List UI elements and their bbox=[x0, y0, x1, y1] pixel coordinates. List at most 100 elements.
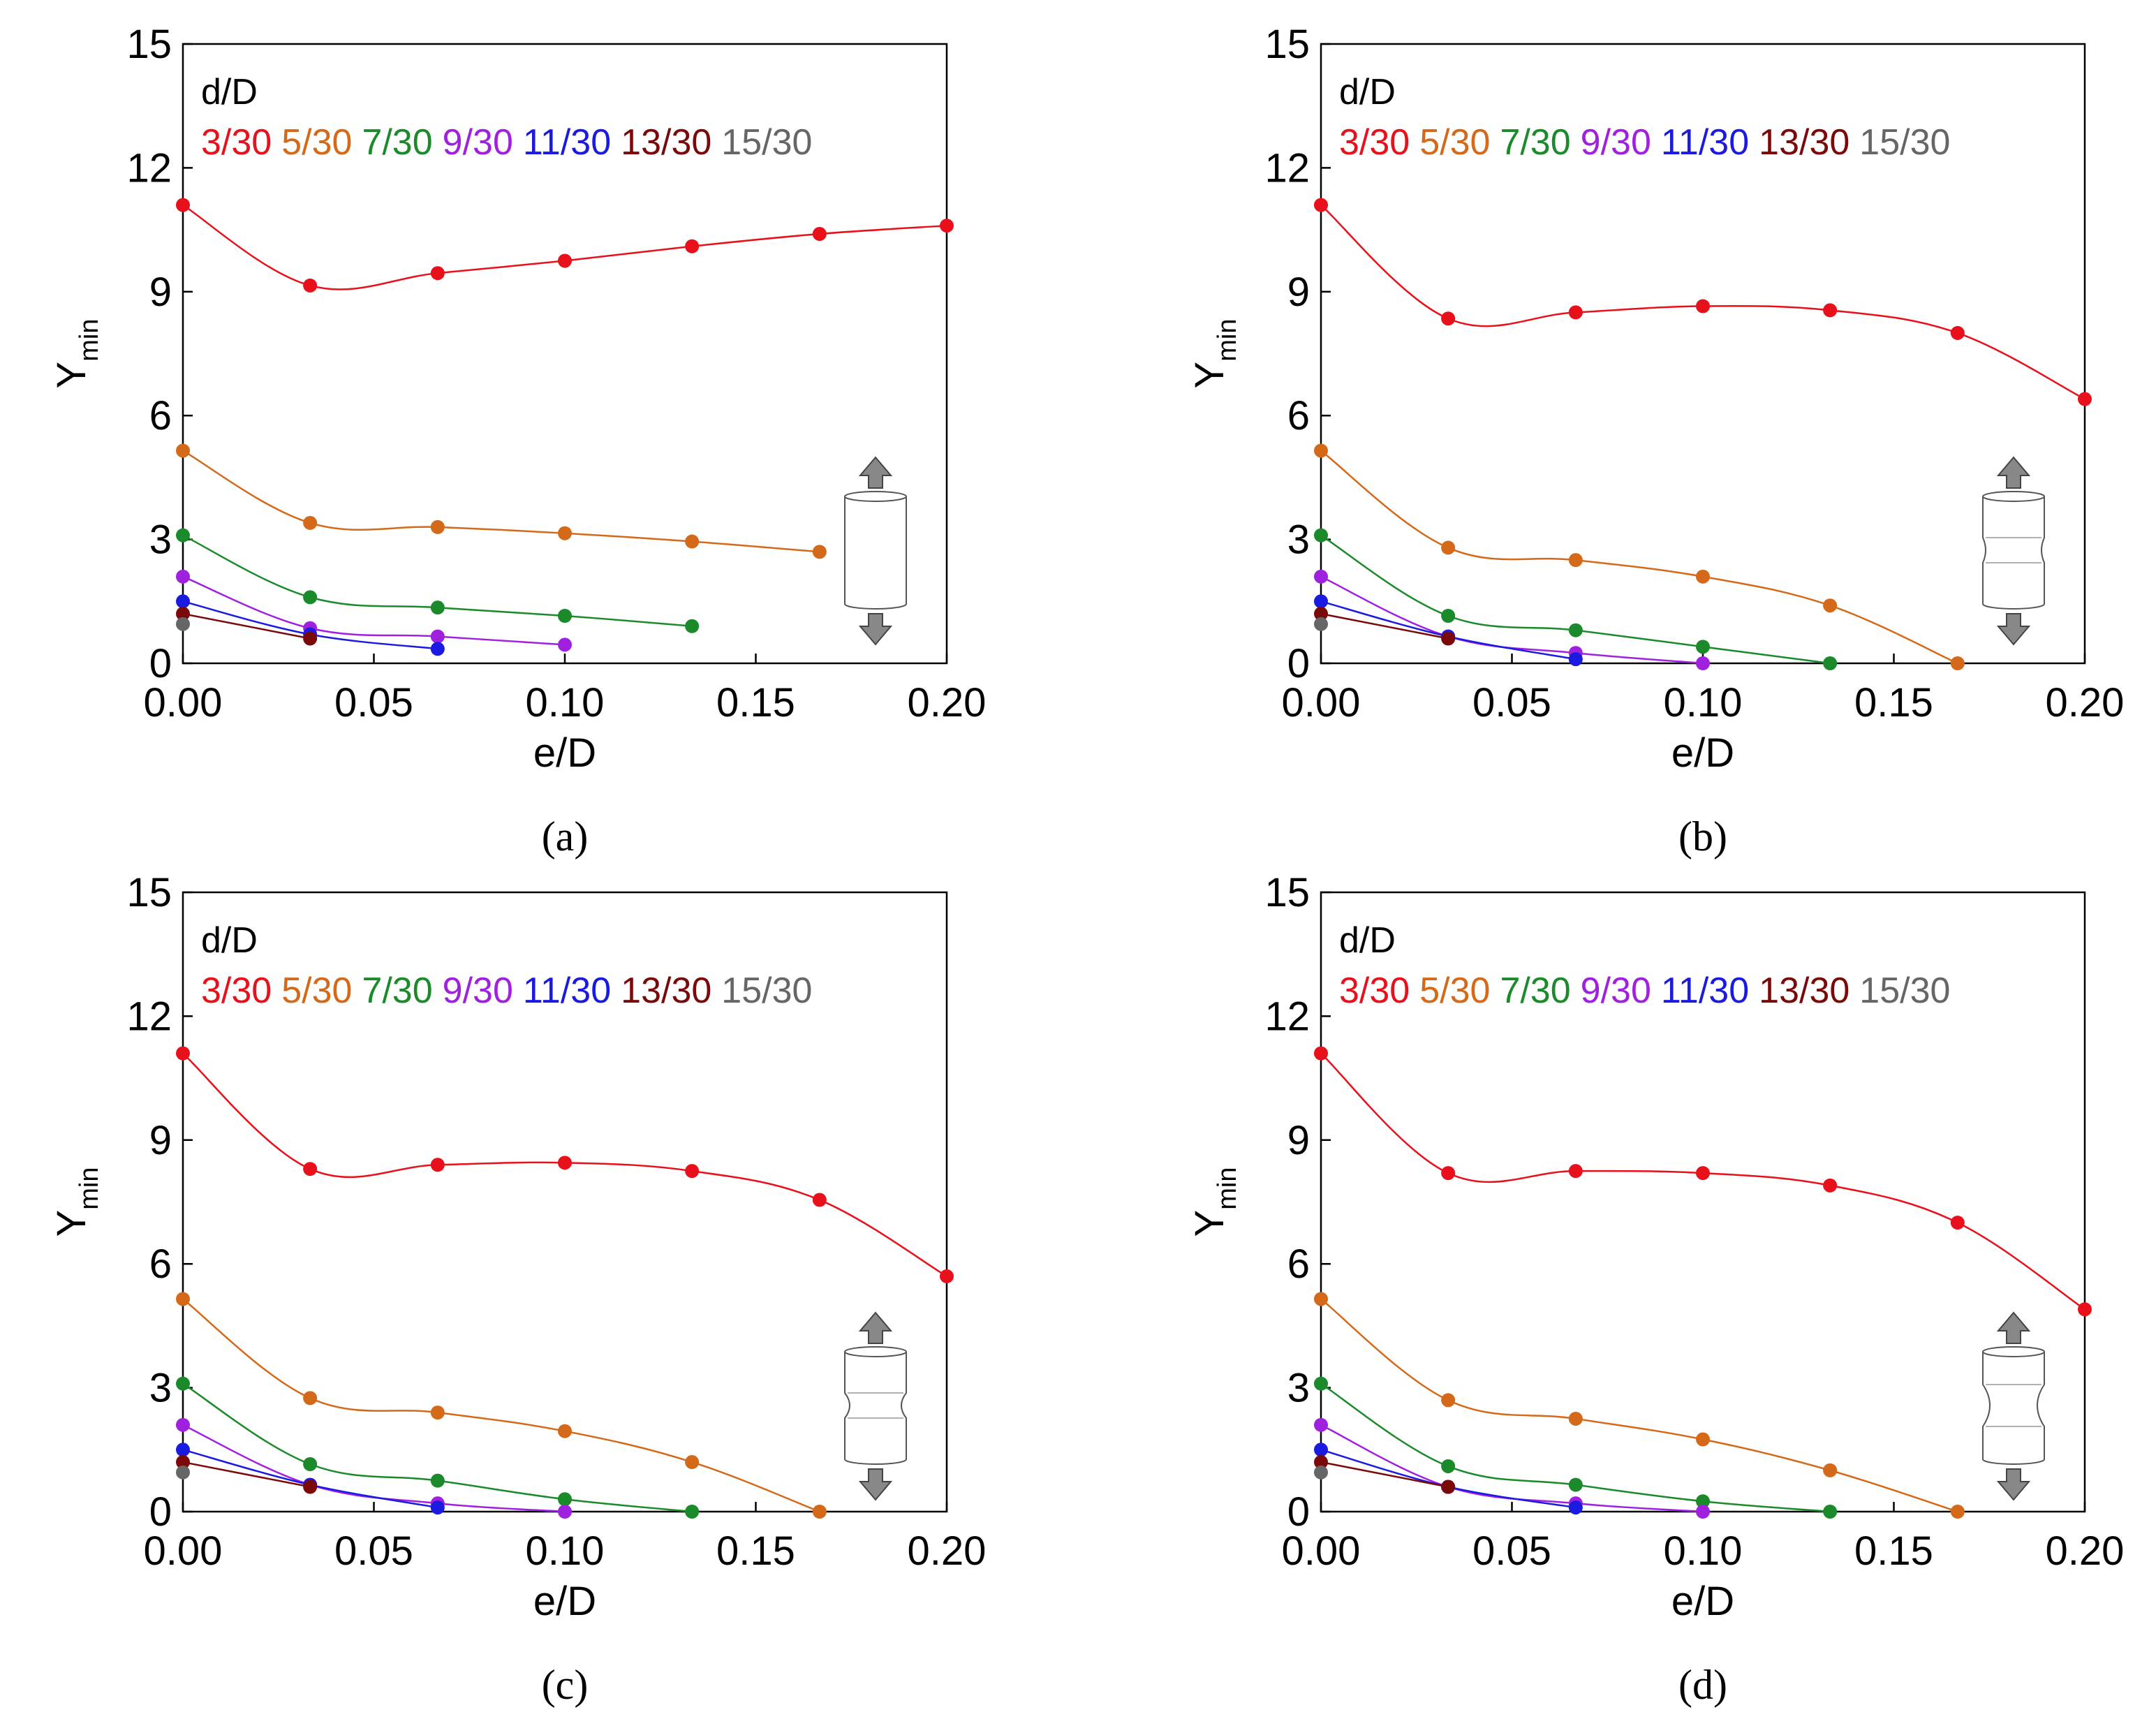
legend-title: d/D bbox=[1339, 920, 1396, 961]
data-point bbox=[558, 637, 572, 652]
y-tick-label: 12 bbox=[1264, 994, 1310, 1039]
data-point bbox=[1441, 311, 1456, 326]
y-tick-label: 12 bbox=[1264, 145, 1310, 191]
y-axis-title-subscript: min bbox=[1213, 319, 1242, 362]
series-line-13-30 bbox=[1320, 1461, 1449, 1488]
data-point bbox=[685, 1505, 700, 1519]
x-tick-label: 0.10 bbox=[1664, 680, 1743, 725]
x-tick-label: 0.05 bbox=[334, 680, 413, 725]
specimen-top bbox=[844, 491, 907, 502]
data-point bbox=[176, 528, 190, 543]
data-point bbox=[303, 1162, 318, 1176]
legend-title: d/D bbox=[1339, 72, 1396, 112]
chart-panel-a: 0 3 6 9 12 15 0.00 0.05 0.10 0.15 0.20 e/D Ymin (a) d/… bbox=[49, 22, 986, 860]
up-arrow-icon bbox=[1996, 456, 2031, 489]
data-point bbox=[303, 1456, 318, 1471]
data-point bbox=[1696, 1494, 1710, 1509]
legend-entry-7-30: 7/30 bbox=[1500, 122, 1570, 163]
series-line-9-30 bbox=[182, 1424, 566, 1513]
data-point bbox=[176, 198, 190, 212]
y-tick-label: 6 bbox=[1287, 1241, 1310, 1287]
data-point bbox=[303, 590, 318, 605]
legend-entry-11-30: 11/30 bbox=[1661, 971, 1749, 1011]
data-point bbox=[1441, 608, 1456, 623]
legend-entry-9-30: 9/30 bbox=[1581, 971, 1651, 1011]
data-point bbox=[1314, 443, 1328, 458]
legend-entry-5-30: 5/30 bbox=[1419, 122, 1490, 163]
x-tick-label: 0.00 bbox=[144, 1528, 223, 1574]
y-tick-label: 6 bbox=[149, 393, 172, 438]
series-line-13-30 bbox=[182, 612, 311, 640]
x-axis-title: e/D bbox=[1671, 1579, 1734, 1624]
data-point bbox=[558, 253, 572, 268]
data-point bbox=[1314, 1465, 1328, 1480]
y-axis-title: Ymin bbox=[49, 1167, 104, 1237]
panel-label: (c) bbox=[542, 1662, 589, 1708]
x-axis-title: e/D bbox=[533, 1579, 596, 1624]
data-point bbox=[1568, 1411, 1583, 1426]
data-point bbox=[1314, 198, 1328, 212]
data-point bbox=[812, 1193, 827, 1207]
y-tick-label: 3 bbox=[1287, 517, 1310, 563]
data-point bbox=[303, 278, 318, 293]
legend-entry-9-30: 9/30 bbox=[443, 971, 513, 1011]
data-point bbox=[1568, 1477, 1583, 1492]
chart-panel-c: 0 3 6 9 12 15 0.00 0.05 0.10 0.15 0.20 e/D Ymin (c) d/… bbox=[49, 870, 986, 1708]
data-point bbox=[558, 1156, 572, 1170]
specimen-top bbox=[1982, 491, 2045, 502]
data-point bbox=[1696, 1166, 1710, 1181]
y-axis-title-main: Y bbox=[49, 362, 94, 389]
x-tick-label: 0.05 bbox=[1472, 1528, 1551, 1574]
legend-entry-15-30: 15/30 bbox=[721, 971, 812, 1011]
y-tick-label: 6 bbox=[149, 1241, 172, 1287]
data-point bbox=[685, 1455, 700, 1470]
y-axis-title-subscript: min bbox=[75, 1167, 104, 1210]
y-tick-label: 0 bbox=[1287, 1489, 1310, 1535]
data-point bbox=[1568, 623, 1583, 637]
x-tick-label: 0.15 bbox=[1854, 680, 1933, 725]
legend-entry-7-30: 7/30 bbox=[1500, 971, 1570, 1011]
legend-entry-3-30: 3/30 bbox=[201, 122, 272, 163]
data-point bbox=[176, 1417, 190, 1432]
legend-title: d/D bbox=[201, 920, 258, 961]
specimen-bottom bbox=[844, 1459, 907, 1465]
legend-entry-9-30: 9/30 bbox=[1581, 122, 1651, 163]
data-point bbox=[1314, 1455, 1328, 1470]
data-point bbox=[1823, 656, 1838, 670]
data-point bbox=[558, 1424, 572, 1438]
legend-entry-7-30: 7/30 bbox=[362, 122, 432, 163]
y-tick-label: 0 bbox=[149, 1489, 172, 1535]
specimen-body bbox=[1982, 496, 2045, 604]
data-point bbox=[1950, 325, 1965, 340]
data-point bbox=[1441, 540, 1456, 555]
data-point bbox=[430, 642, 445, 656]
data-point bbox=[812, 227, 827, 242]
y-tick-label: 12 bbox=[126, 145, 172, 191]
data-point bbox=[1314, 1376, 1328, 1391]
legend-entry-5-30: 5/30 bbox=[1419, 971, 1490, 1011]
y-tick-label: 9 bbox=[1287, 270, 1310, 315]
data-point bbox=[1823, 1178, 1838, 1193]
data-point bbox=[685, 534, 700, 549]
legend: 3/30 5/30 7/30 9/30 11/30 13/30 15/30 bbox=[1339, 122, 1950, 163]
y-tick-label: 15 bbox=[126, 22, 172, 67]
specimen-notch-lines bbox=[848, 1392, 903, 1419]
legend-entry-13-30: 13/30 bbox=[1759, 971, 1849, 1011]
data-point bbox=[430, 1500, 445, 1515]
x-tick-label: 0.00 bbox=[1282, 1528, 1361, 1574]
data-point bbox=[430, 600, 445, 615]
data-point bbox=[1823, 598, 1838, 613]
panel-label: (b) bbox=[1678, 813, 1727, 860]
up-arrow-icon bbox=[858, 1311, 893, 1344]
data-point bbox=[1696, 1432, 1710, 1447]
legend-entry-5-30: 5/30 bbox=[281, 122, 352, 163]
y-tick-label: 15 bbox=[126, 870, 172, 915]
data-point bbox=[1568, 305, 1583, 320]
legend-entry-3-30: 3/30 bbox=[1339, 971, 1410, 1011]
x-axis-title: e/D bbox=[533, 730, 596, 776]
data-point bbox=[1568, 553, 1583, 568]
data-point bbox=[1950, 656, 1965, 670]
data-point bbox=[1823, 1505, 1838, 1519]
specimen-top bbox=[1982, 1346, 2045, 1357]
